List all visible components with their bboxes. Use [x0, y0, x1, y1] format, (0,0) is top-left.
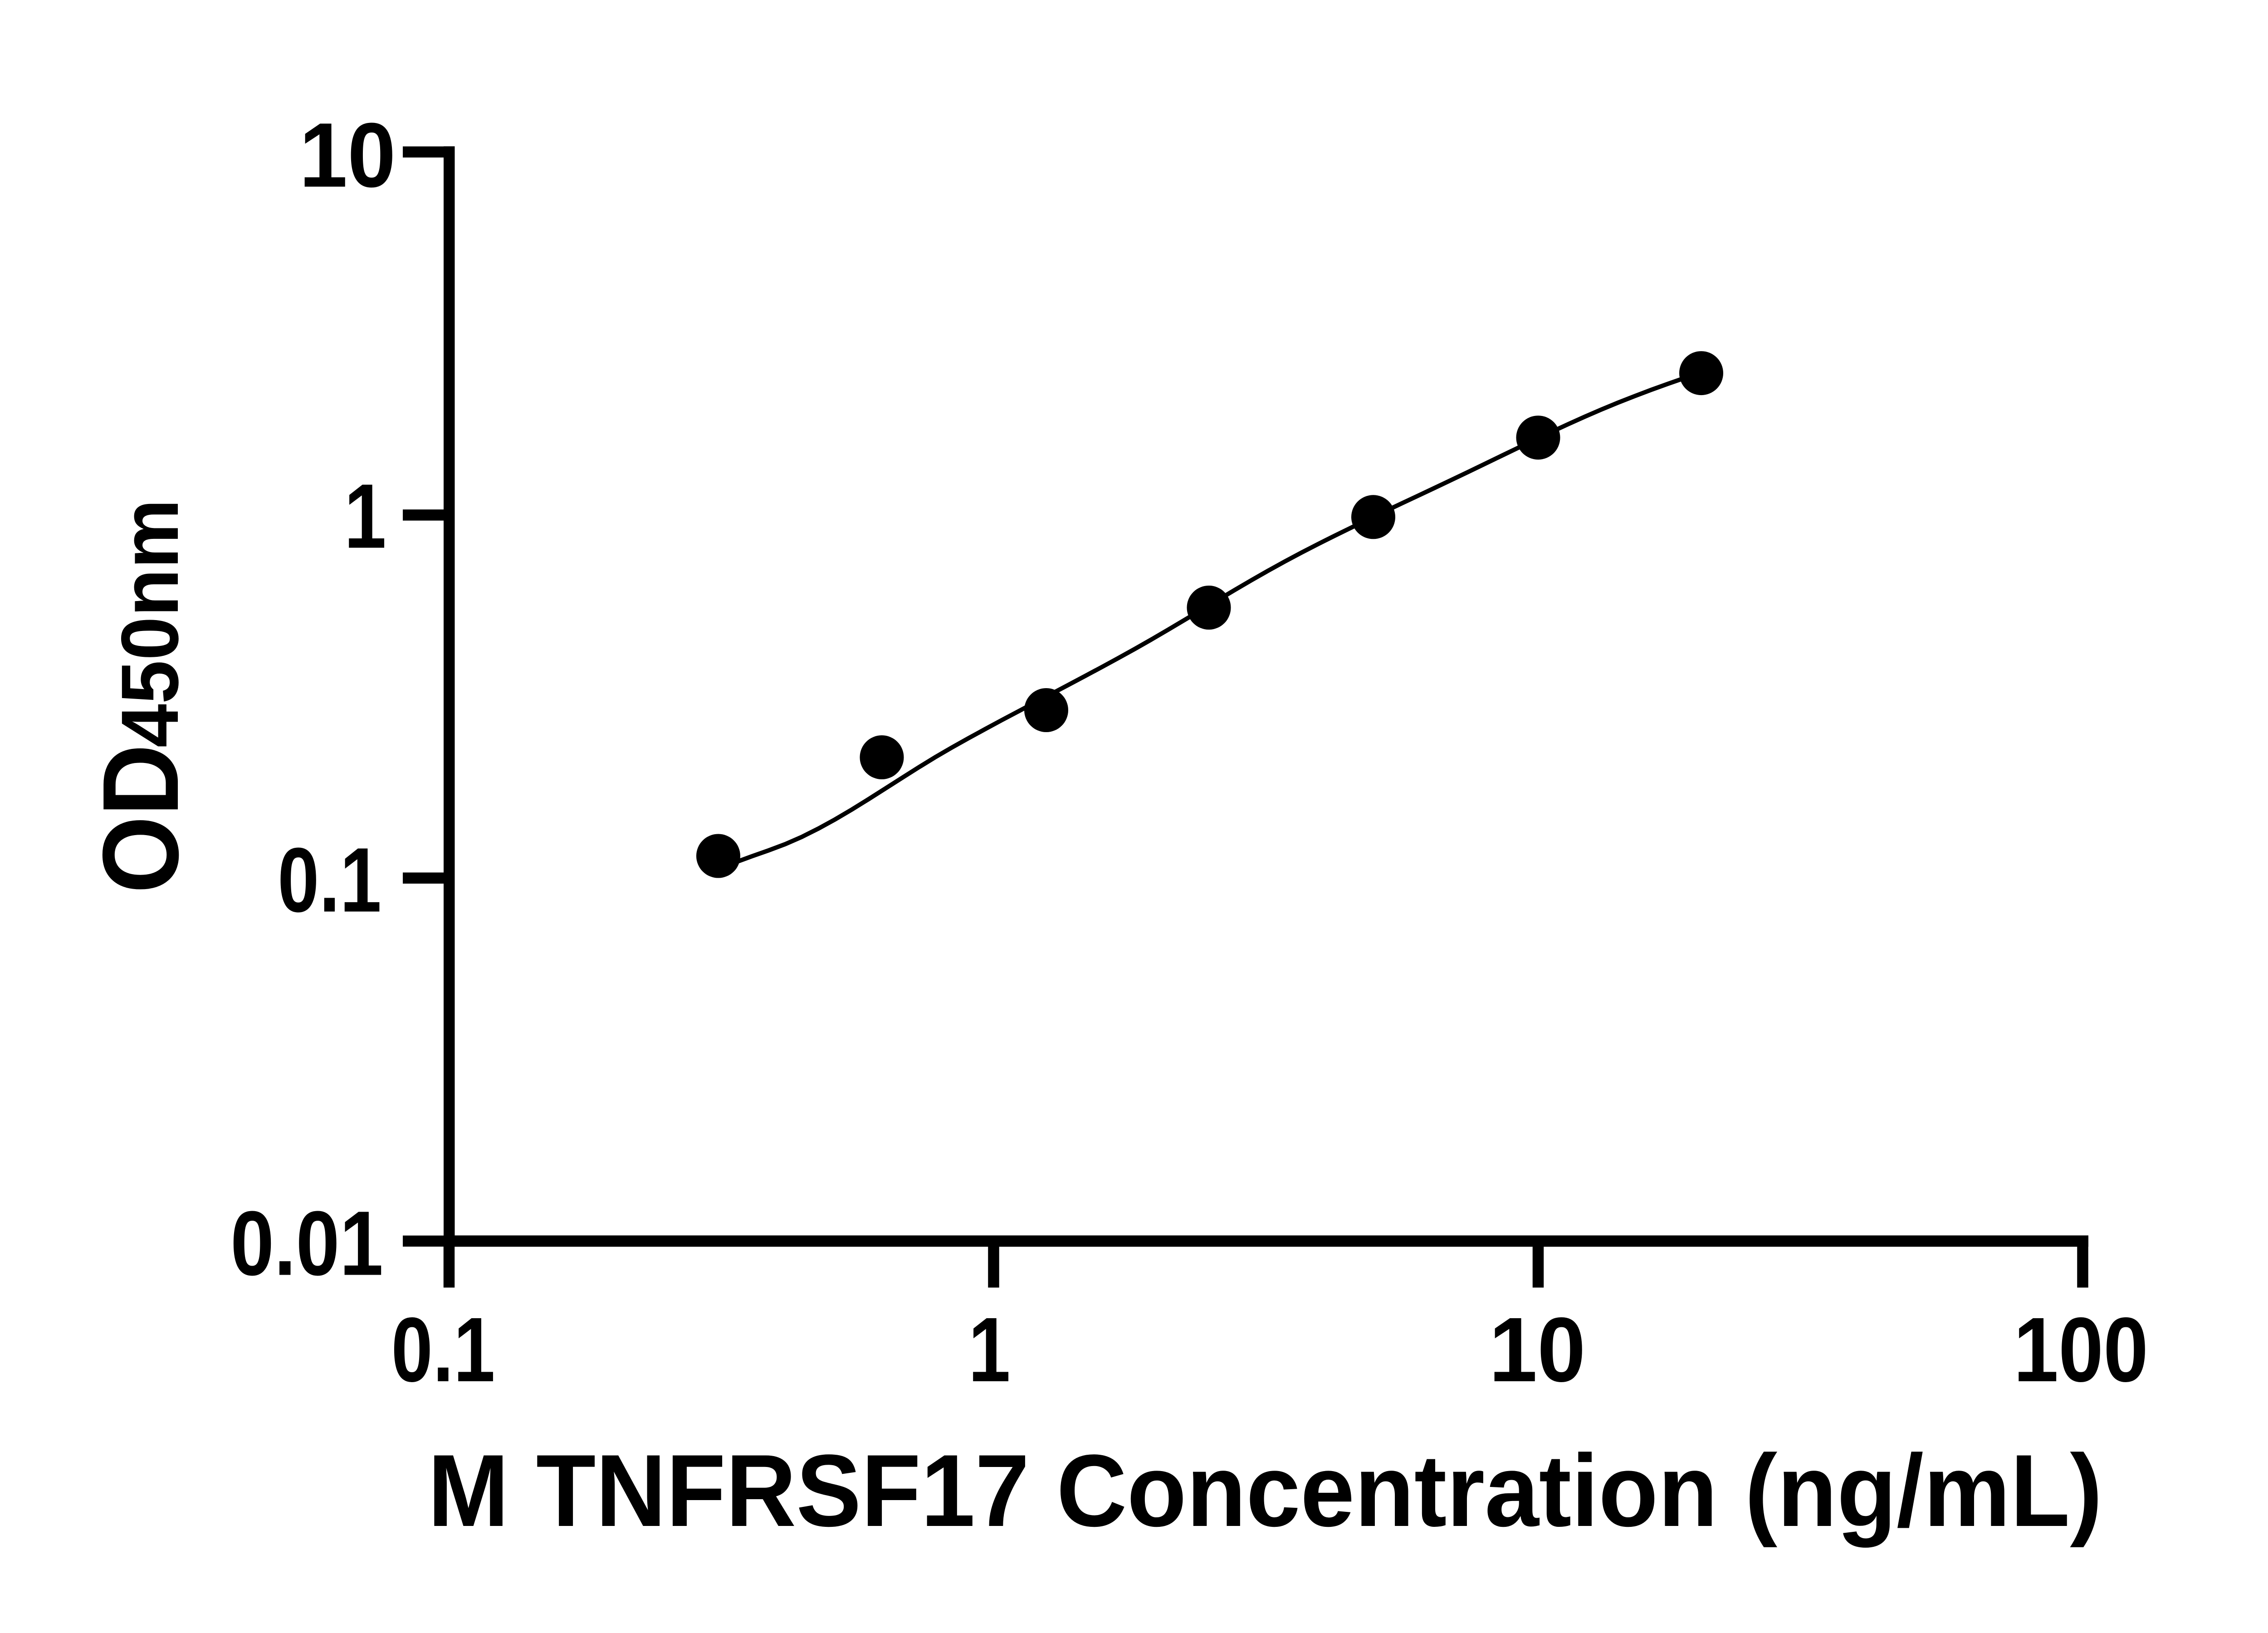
svg-text:M TNFRSF17 Concentration (ng/m: M TNFRSF17 Concentration (ng/mL) [428, 1433, 2102, 1548]
svg-text:OD: OD [81, 744, 201, 894]
svg-text:10: 10 [299, 104, 396, 206]
svg-text:100: 100 [2014, 1298, 2148, 1401]
svg-text:10: 10 [1489, 1298, 1586, 1401]
svg-text:450nm: 450nm [104, 499, 195, 748]
svg-text:1: 1 [344, 465, 386, 567]
svg-text:0.1: 0.1 [391, 1298, 495, 1401]
svg-text:0.01: 0.01 [230, 1192, 383, 1295]
svg-text:1: 1 [968, 1298, 1011, 1401]
svg-text:0.1: 0.1 [278, 829, 381, 931]
